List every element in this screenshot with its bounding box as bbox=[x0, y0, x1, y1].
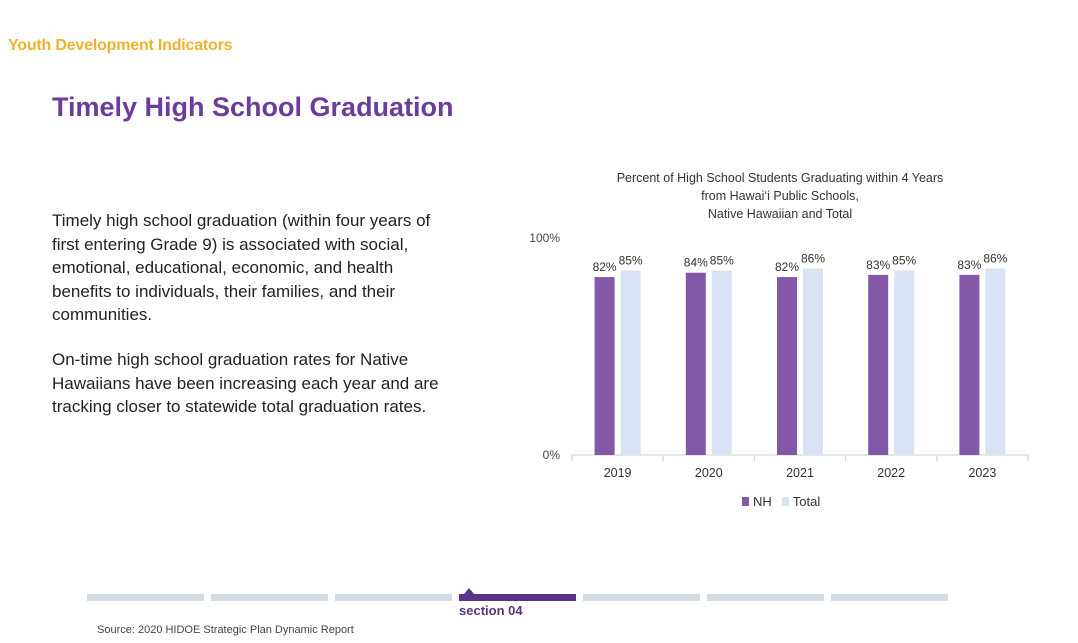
data-label-total-2020: 85% bbox=[710, 254, 734, 268]
page-title: Timely High School Graduation bbox=[52, 92, 454, 122]
bar-nh-2021 bbox=[777, 277, 797, 455]
active-section-marker bbox=[464, 588, 474, 594]
section-segment-2[interactable] bbox=[211, 594, 328, 601]
data-label-total-2019: 85% bbox=[619, 254, 643, 268]
chart-title-line-2: from Hawai‘i Public Schools, bbox=[701, 189, 859, 203]
bar-nh-2023 bbox=[959, 274, 980, 455]
section-segment-3[interactable] bbox=[335, 594, 452, 601]
bar-total-2021 bbox=[803, 268, 823, 455]
legend-label-total: Total bbox=[792, 494, 821, 509]
chart-title: Percent of High School Students Graduati… bbox=[570, 169, 990, 223]
section-segment-1[interactable] bbox=[87, 594, 204, 601]
y-tick-label-min: 0% bbox=[543, 448, 561, 462]
data-label-nh-2023: 83% bbox=[957, 258, 981, 272]
x-tick-label-2020: 2020 bbox=[695, 466, 723, 480]
data-label-nh-2020: 84% bbox=[684, 256, 708, 270]
bar-nh-2020 bbox=[685, 272, 706, 455]
legend-swatch-nh bbox=[742, 497, 749, 506]
bar-total-2019 bbox=[620, 270, 641, 455]
source-note: Source: 2020 HIDOE Strategic Plan Dynami… bbox=[97, 624, 354, 636]
bar-nh-2022 bbox=[868, 274, 889, 455]
x-tick-label-2023: 2023 bbox=[968, 466, 996, 480]
data-label-nh-2022: 83% bbox=[866, 258, 890, 272]
active-section-label: section 04 bbox=[459, 603, 523, 618]
section-tag: Youth Development Indicators bbox=[8, 37, 233, 54]
description-paragraph-2: On-time high school graduation rates for… bbox=[52, 350, 439, 416]
section-segment-5[interactable] bbox=[583, 594, 700, 601]
bar-total-2022 bbox=[894, 270, 915, 455]
chart-title-line-3: Native Hawaiian and Total bbox=[707, 207, 853, 221]
section-segment-7[interactable] bbox=[831, 594, 948, 601]
legend-item-total: Total bbox=[781, 494, 821, 509]
description-paragraph-1: Timely high school graduation (within fo… bbox=[52, 211, 431, 324]
data-label-total-2023: 86% bbox=[983, 251, 1007, 265]
bar-total-2020 bbox=[711, 270, 732, 455]
x-tick-label-2022: 2022 bbox=[877, 466, 905, 480]
legend-swatch-total bbox=[781, 497, 789, 506]
legend-item-nh: NH bbox=[742, 494, 772, 509]
x-tick-label-2019: 2019 bbox=[604, 466, 632, 480]
data-label-nh-2019: 82% bbox=[593, 260, 617, 274]
y-tick-label-max: 100% bbox=[529, 231, 560, 245]
section-segment-4[interactable] bbox=[459, 594, 576, 601]
x-tick-label-2021: 2021 bbox=[786, 466, 814, 480]
bar-total-2023 bbox=[985, 268, 1006, 455]
chart-legend: NH Total bbox=[742, 494, 820, 509]
legend-label-nh: NH bbox=[753, 494, 772, 509]
data-label-nh-2021: 82% bbox=[775, 260, 799, 274]
section-segment-6[interactable] bbox=[707, 594, 824, 601]
chart-title-line-1: Percent of High School Students Graduati… bbox=[616, 171, 944, 185]
data-label-total-2022: 85% bbox=[892, 254, 916, 268]
data-label-total-2021: 86% bbox=[801, 251, 825, 265]
bar-nh-2019 bbox=[594, 277, 615, 455]
